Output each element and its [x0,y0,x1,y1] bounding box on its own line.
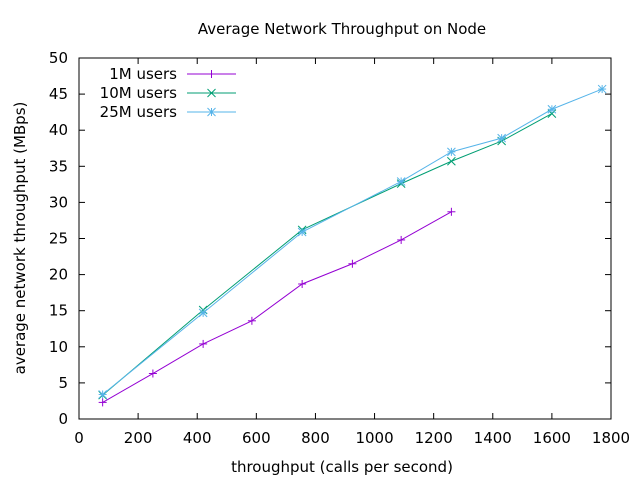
marker-stroke [396,177,406,186]
series-line [102,88,603,395]
series-3 [98,84,607,399]
y-tick-label: 15 [49,302,68,320]
marker-stroke [297,227,307,237]
x-tick-label: 600 [242,429,271,447]
marker-stroke [207,88,216,98]
marker-stroke [207,107,216,117]
x-tick-label: 400 [183,429,212,447]
data-point [447,207,456,216]
x-tick-label: 1000 [355,429,393,447]
x-tick-label: 200 [124,429,153,447]
y-tick-label: 45 [49,85,68,103]
series-line [102,113,553,396]
data-point [447,156,456,166]
y-tick-label: 30 [49,193,68,211]
y-tick-label: 25 [49,230,68,248]
plot-frame [78,57,612,420]
axis-ticks: 0 200 400 600 800 1000 1200 1400 1600 1800 0 5 10 15 2… [49,49,630,447]
marker-stroke [497,133,506,143]
marker-stroke [547,104,557,114]
data-point [98,398,107,407]
marker-stroke [547,109,557,118]
data-point [597,84,607,94]
x-axis-label: throughput (calls per second) [231,458,453,476]
series-1 [98,207,456,407]
data-point [207,107,216,117]
data-point [447,147,456,157]
legend-label: 10M users [100,84,178,102]
series-line [102,211,452,403]
data-point [199,339,208,348]
data-point [396,177,406,186]
series-layer [98,84,607,407]
marker-stroke [198,308,208,318]
marker-stroke [447,147,456,157]
x-tick-label: 1600 [533,429,571,447]
x-tick-label: 800 [301,429,330,447]
data-point [198,308,208,318]
data-point [497,133,506,143]
y-tick-label: 5 [58,374,68,392]
x-tick-label: 1400 [474,429,512,447]
data-point [247,316,256,325]
data-point [207,88,216,98]
data-point [207,70,216,78]
y-tick-label: 35 [49,157,68,175]
data-point [397,235,406,244]
marker-stroke [98,390,107,399]
marker-stroke [597,84,607,94]
series-2 [98,109,557,400]
x-tick-label: 0 [74,429,84,447]
legend-label: 1M users [109,65,177,83]
y-tick-label: 40 [49,121,68,139]
data-point [547,104,557,114]
x-tick-label: 1800 [592,429,630,447]
data-point [98,390,107,399]
y-tick-label: 0 [58,410,68,428]
data-point [297,227,307,237]
y-axis-label: average network throughput (MBps) [11,102,29,375]
y-tick-label: 50 [49,49,68,67]
data-point [348,259,357,268]
y-tick-label: 10 [49,338,68,356]
data-point [298,279,307,288]
y-tick-label: 20 [49,266,68,284]
data-point [148,369,157,378]
legend-label: 25M users [100,103,178,121]
chart-title: Average Network Throughput on Node [198,20,486,38]
x-tick-label: 1200 [415,429,453,447]
marker-stroke [447,156,456,166]
